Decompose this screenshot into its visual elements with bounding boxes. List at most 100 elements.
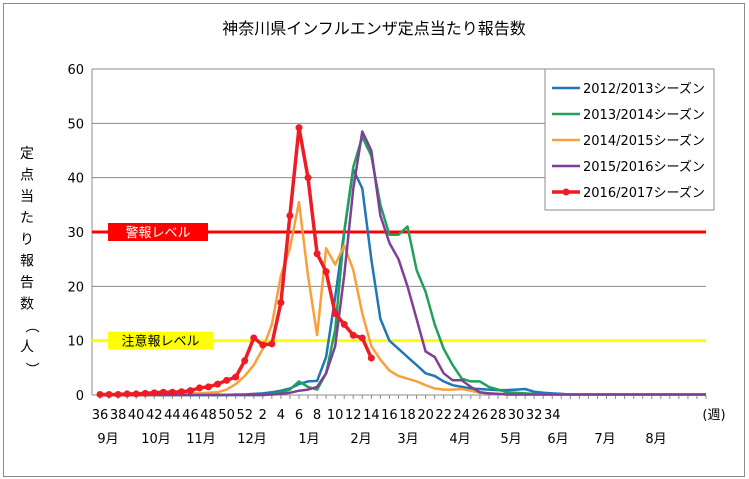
data-point [214, 380, 222, 388]
x-tick-label: 16 [381, 408, 398, 423]
data-point [177, 388, 185, 396]
legend-marker [562, 188, 570, 196]
y-axis-label-char: ） [23, 362, 39, 376]
month-label: 6月 [547, 432, 568, 447]
x-tick-label: 28 [490, 408, 507, 423]
legend-label: 2012/2013シーズン [583, 81, 705, 97]
y-axis-label-char: 人 [20, 340, 34, 356]
data-point [313, 250, 321, 258]
x-tick-label: 12 [345, 408, 362, 423]
month-label: 7月 [594, 432, 615, 447]
data-point [223, 376, 231, 384]
x-tick-label: 8 [313, 408, 321, 423]
legend-label: 2013/2014シーズン [583, 107, 705, 123]
data-point [96, 390, 104, 398]
y-tick-label: 10 [67, 335, 84, 350]
data-point [259, 341, 267, 349]
data-point [186, 387, 194, 395]
x-tick-label: 52 [236, 408, 253, 423]
month-label: 3月 [397, 432, 418, 447]
x-axis-unit: (週) [702, 408, 725, 423]
x-tick-label: 24 [454, 408, 471, 423]
data-point [295, 124, 303, 132]
month-label: 9月 [97, 432, 118, 447]
x-tick-label: 20 [417, 408, 434, 423]
x-tick-label: 14 [363, 408, 380, 423]
reference-label-bg [108, 331, 213, 350]
data-point [349, 331, 357, 339]
reference-label: 注意報レベル [121, 334, 199, 350]
x-tick-label: 18 [399, 408, 416, 423]
x-tick-label: 40 [128, 408, 145, 423]
y-axis-label: 定点当たり報告数 （ 人 ） [20, 146, 39, 376]
reference-label-bg [108, 223, 208, 241]
month-label: 11月 [186, 432, 216, 447]
data-point [150, 389, 158, 397]
x-tick-label: 22 [435, 408, 452, 423]
data-point [159, 388, 167, 396]
chart-title: 神奈川県インフルエンザ定点当たり報告数 [222, 19, 526, 38]
month-label: 1月 [298, 432, 319, 447]
month-label: 2月 [350, 432, 371, 447]
data-point [105, 390, 113, 398]
data-point [241, 357, 249, 365]
data-point [141, 389, 149, 397]
y-axis-label-char: 報 [20, 254, 34, 270]
data-point [195, 384, 203, 392]
y-axis-label-char: 点 [20, 168, 34, 184]
x-tick-label: 32 [526, 408, 543, 423]
legend-label: 2016/2017シーズン [583, 185, 705, 201]
data-point [232, 373, 240, 381]
y-axis-label-char: 数 [20, 297, 34, 313]
y-tick-label: 20 [67, 280, 84, 295]
y-axis-label-char: 定 [20, 146, 34, 162]
series-line [100, 130, 706, 397]
legend-label: 2015/2016シーズン [583, 159, 705, 175]
y-tick-label: 40 [67, 172, 84, 187]
legend: 2012/2013シーズン 2013/2014シーズン 2014/2015シーズン 2… [544, 68, 715, 211]
reference-label: 警報レベル [125, 225, 190, 241]
data-point [331, 310, 339, 317]
x-tick-label: 48 [200, 408, 217, 423]
x-tick-label: 26 [472, 408, 489, 423]
data-point [358, 334, 366, 342]
data-point [168, 388, 176, 396]
y-tick-label: 0 [76, 389, 84, 404]
data-point [340, 320, 348, 328]
data-point [367, 354, 375, 362]
y-tick-label: 50 [67, 117, 84, 132]
x-tick-label: 36 [92, 408, 109, 423]
legend-label: 2014/2015シーズン [583, 133, 705, 149]
x-tick-label: 34 [544, 408, 561, 423]
data-point [132, 390, 140, 398]
x-tick-label: 2 [259, 408, 267, 423]
y-tick-label: 30 [67, 226, 84, 241]
x-tick-label: 46 [182, 408, 199, 423]
data-point [304, 174, 312, 182]
month-label: 10月 [141, 432, 171, 447]
data-point [286, 212, 294, 220]
month-label: 8月 [645, 432, 666, 447]
x-tick-label: 44 [164, 408, 181, 423]
data-point [123, 390, 131, 398]
y-axis-label-char: （ [23, 319, 39, 333]
y-tick-label: 60 [67, 63, 84, 78]
x-tick-label: 4 [277, 408, 285, 423]
data-point [277, 299, 285, 307]
x-tick-label: 10 [327, 408, 344, 423]
data-point [205, 383, 213, 391]
data-point [250, 334, 258, 342]
data-point [114, 390, 122, 398]
month-label: 5月 [500, 432, 521, 447]
x-tick-label: 6 [295, 408, 303, 423]
data-point [268, 340, 276, 348]
y-axis-label-char: り [20, 232, 34, 248]
y-axis-label-char: 告 [20, 275, 34, 291]
month-label: 4月 [449, 432, 470, 447]
x-tick-label: 30 [508, 408, 525, 423]
x-tick-label: 42 [146, 408, 163, 423]
y-axis-label-char: た [20, 211, 34, 227]
x-tick-label: 50 [218, 408, 235, 423]
